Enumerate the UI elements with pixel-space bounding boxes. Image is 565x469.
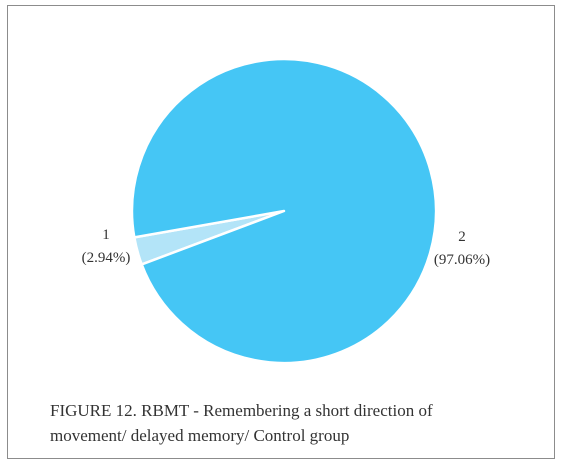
slice-percent-2: (97.06%) [434, 252, 490, 268]
slice-percent-1: (2.94%) [82, 250, 131, 266]
figure-caption: FIGURE 12. RBMT - Remembering a short di… [50, 398, 520, 448]
caption-line-1: FIGURE 12. RBMT - Remembering a short di… [50, 401, 433, 420]
slice-label-2: 2 [458, 229, 466, 245]
slice-label-1: 1 [102, 227, 110, 243]
pie-slice-2 [130, 57, 438, 365]
caption-line-2: movement/ delayed memory/ Control group [50, 426, 350, 445]
